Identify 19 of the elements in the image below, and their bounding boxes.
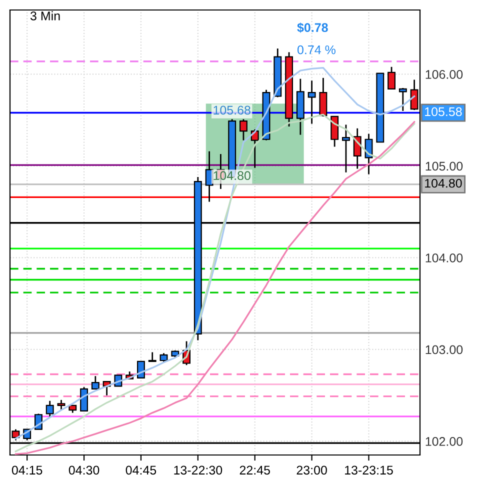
x-tick-label: 22:45 [240,466,270,475]
ref-line-label: 104.80 [425,178,462,188]
y-tick-label: 105.00 [426,162,463,171]
x-tick-label: 04:15 [12,466,42,475]
ref-line-label: 105.58 [425,107,462,116]
x-tick-label: 13-22:30 [174,466,222,475]
x-tick-label: 04:30 [68,466,100,475]
annotation: $0.78 [297,22,328,33]
annotation: 105.68 [214,106,250,115]
x-tick-label: 23:00 [296,466,327,475]
y-tick-label: 106.00 [426,70,463,79]
x-tick-label: 04:45 [126,466,156,475]
x-tick-label: 13-23:15 [345,466,393,475]
y-tick-label: 102.00 [426,437,463,446]
y-tick-label: 103.00 [426,345,463,354]
chart-title: 3 Min [30,11,60,20]
annotation: 0.74 % [297,45,336,54]
annotation: 104.80 [214,171,250,180]
y-tick-label: 104.00 [426,254,463,262]
